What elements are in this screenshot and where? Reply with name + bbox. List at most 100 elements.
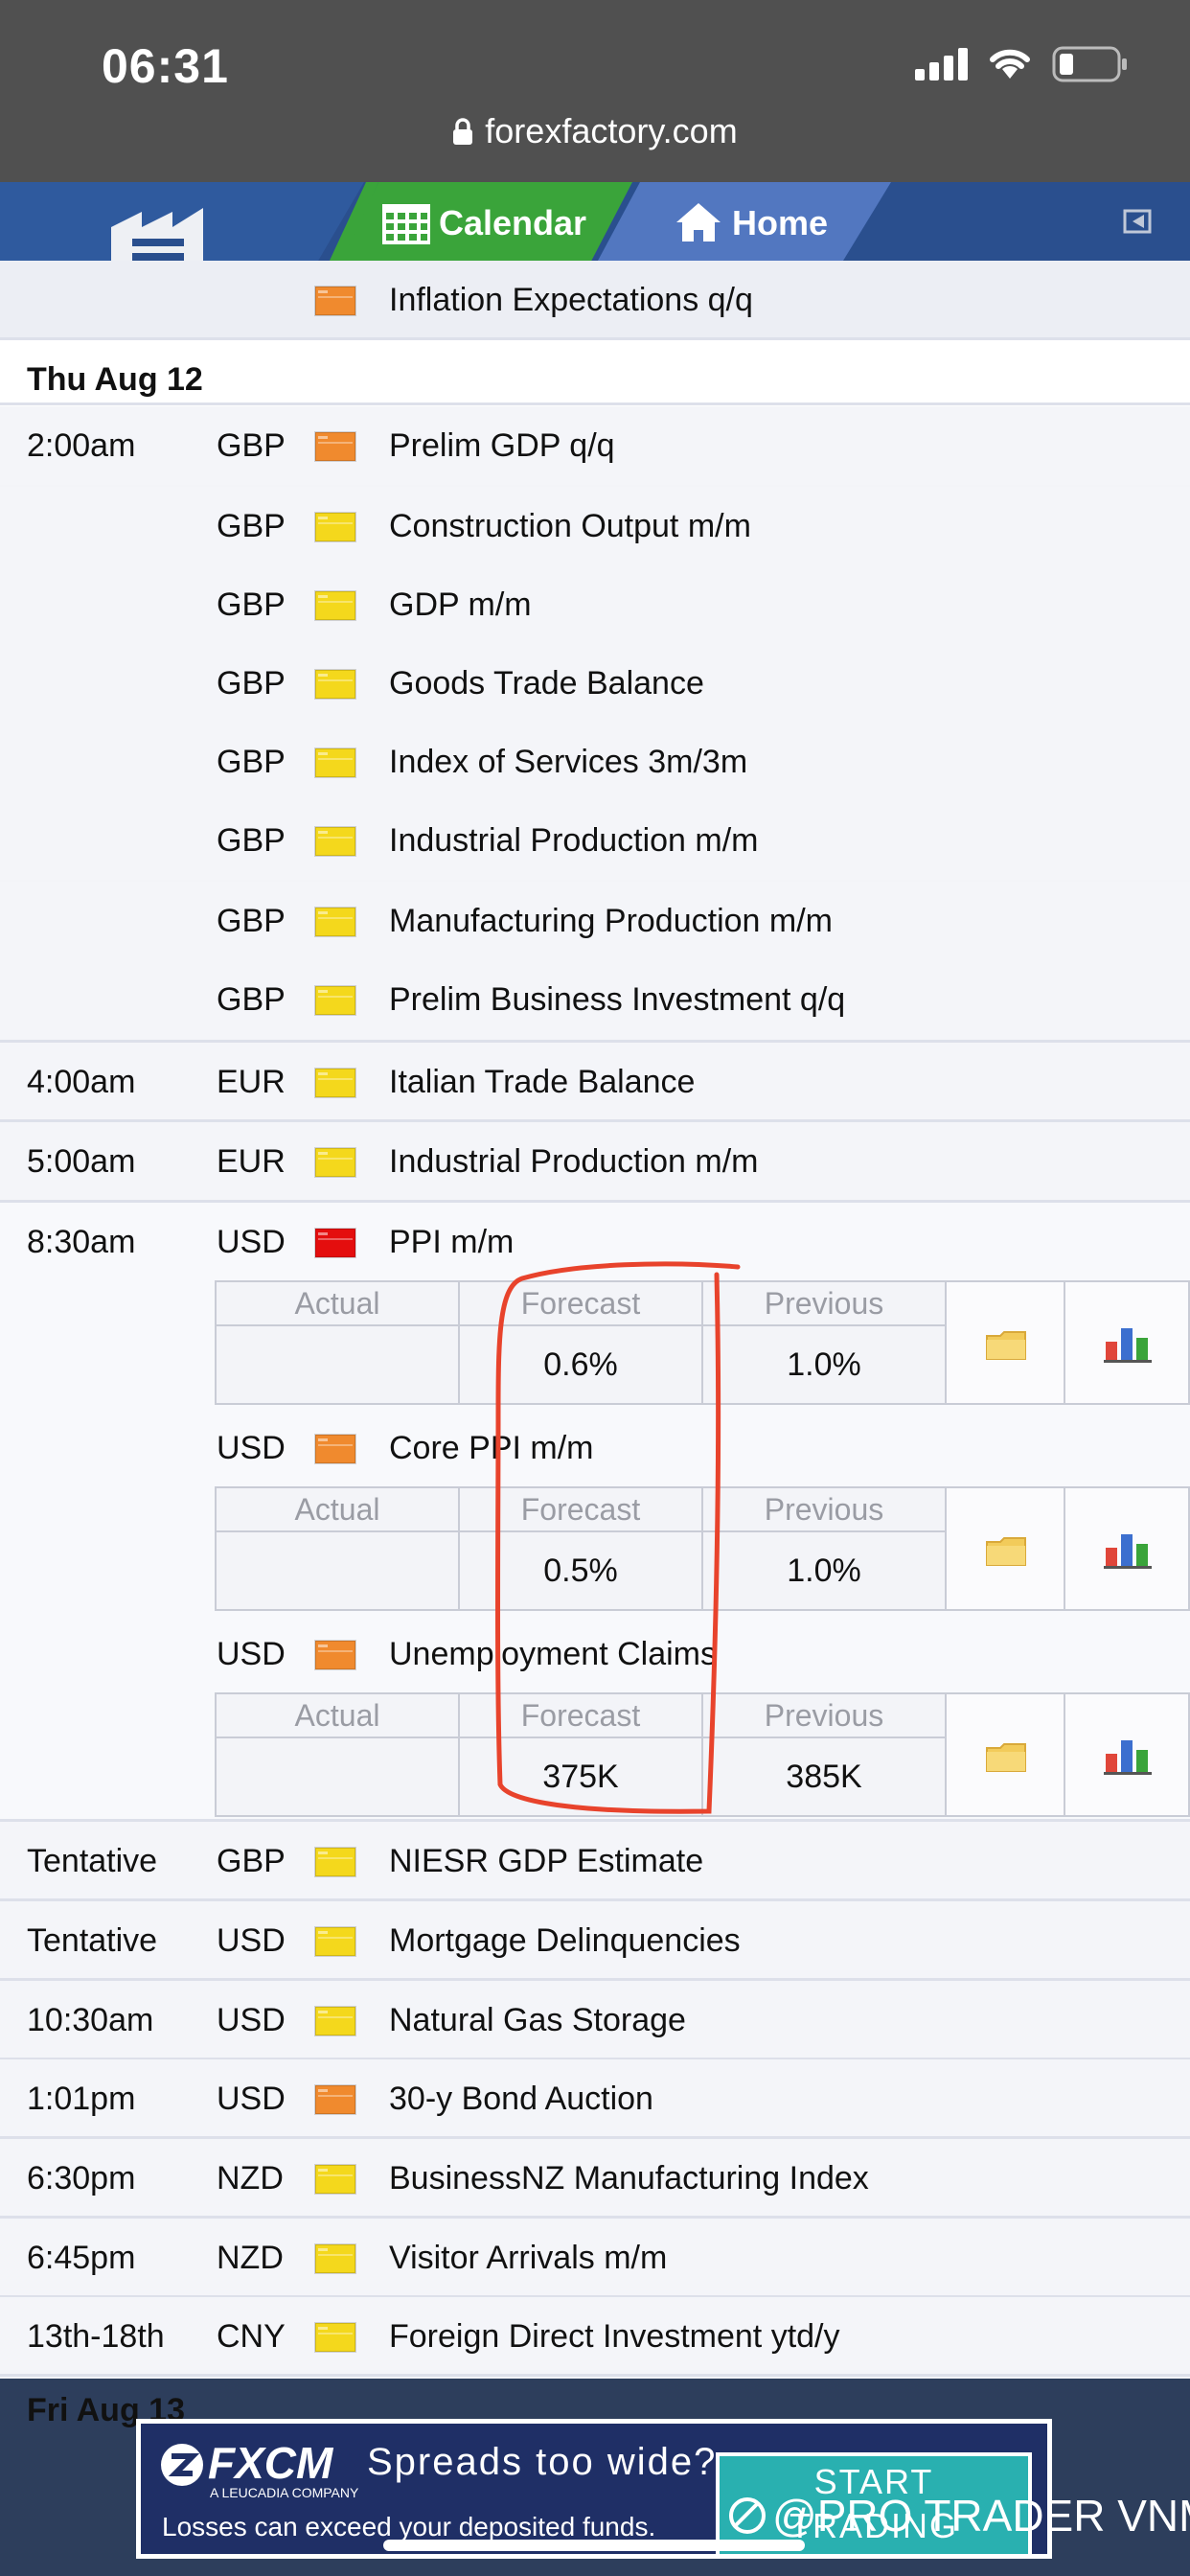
event-time: 6:45pm <box>27 2240 136 2276</box>
event-title[interactable]: Italian Trade Balance <box>389 1064 696 1100</box>
impact-folder-icon[interactable] <box>314 2322 356 2353</box>
tab-calendar[interactable]: Calendar <box>366 184 625 268</box>
forecast-header: Forecast <box>458 1692 703 1738</box>
calendar-row[interactable]: GBP GDP m/m <box>0 565 1190 644</box>
impact-folder-icon[interactable] <box>314 1228 356 1258</box>
impact-folder-icon[interactable] <box>314 2243 356 2274</box>
impact-folder-icon[interactable] <box>314 907 356 937</box>
impact-folder-icon[interactable] <box>314 1640 356 1670</box>
impact-folder-icon[interactable] <box>314 1434 356 1464</box>
calendar-row[interactable]: 5:00am EUR Industrial Production m/m <box>0 1122 1190 1201</box>
calendar-row[interactable]: Inflation Expectations q/q <box>0 261 1190 339</box>
exit-icon[interactable] <box>1123 207 1156 236</box>
calendar-row[interactable]: 13th-18th CNY Foreign Direct Investment yt… <box>0 2297 1190 2376</box>
impact-folder-icon[interactable] <box>314 431 356 462</box>
home-indicator <box>383 2540 805 2551</box>
calendar-row[interactable]: GBP Industrial Production m/m <box>0 801 1190 880</box>
event-detail-table: Actual Forecast 0.5% Previous 1.0% <box>215 1486 1190 1611</box>
event-title[interactable]: 30-y Bond Auction <box>389 2081 653 2117</box>
event-title[interactable]: Industrial Production m/m <box>389 1143 759 1180</box>
folder-icon <box>986 1537 1026 1566</box>
currency-code: USD <box>217 1430 286 1466</box>
row-divider <box>0 402 1190 405</box>
event-title[interactable]: Construction Output m/m <box>389 508 751 544</box>
impact-folder-icon[interactable] <box>314 2164 356 2195</box>
impact-folder-icon[interactable] <box>314 286 356 316</box>
calendar-row[interactable]: 6:30pm NZD BusinessNZ Manufacturing Index <box>0 2139 1190 2218</box>
impact-folder-icon[interactable] <box>314 985 356 1016</box>
event-title[interactable]: BusinessNZ Manufacturing Index <box>389 2160 869 2196</box>
calendar-row[interactable]: 6:45pm NZD Visitor Arrivals m/m <box>0 2219 1190 2297</box>
event-title[interactable]: Prelim Business Investment q/q <box>389 981 846 1018</box>
event-title[interactable]: Core PPI m/m <box>389 1430 594 1466</box>
tab-home[interactable]: Home <box>613 184 891 268</box>
forecast-header: Forecast <box>458 1486 703 1532</box>
wifi-icon <box>990 49 1030 79</box>
event-title[interactable]: Goods Trade Balance <box>389 665 704 702</box>
impact-folder-icon[interactable] <box>314 748 356 778</box>
event-details-button[interactable] <box>945 1486 1065 1611</box>
calendar-row[interactable]: Tentative USD Mortgage Delinquencies <box>0 1901 1190 1980</box>
status-time: 06:31 <box>102 39 229 93</box>
event-history-chart-button[interactable] <box>1064 1692 1190 1817</box>
event-title[interactable]: Natural Gas Storage <box>389 2002 686 2038</box>
currency-code: GBP <box>217 981 286 1018</box>
impact-folder-icon[interactable] <box>314 512 356 542</box>
impact-folder-icon[interactable] <box>314 590 356 621</box>
event-title[interactable]: Manufacturing Production m/m <box>389 903 833 939</box>
event-title[interactable]: Prelim GDP q/q <box>389 427 615 464</box>
row-divider <box>0 2136 1190 2139</box>
event-title[interactable]: PPI m/m <box>389 1224 515 1260</box>
calendar-row[interactable]: Tentative GBP NIESR GDP Estimate <box>0 1822 1190 1900</box>
event-history-chart-button[interactable] <box>1064 1486 1190 1611</box>
calendar-row[interactable]: 1:01pm USD 30-y Bond Auction <box>0 2059 1190 2138</box>
calendar-row[interactable]: USD Unemployment Claims <box>0 1615 1190 1693</box>
event-title[interactable]: Mortgage Delinquencies <box>389 1922 741 1959</box>
row-divider <box>0 337 1190 340</box>
event-title[interactable]: GDP m/m <box>389 586 532 623</box>
calendar-row[interactable]: GBP Goods Trade Balance <box>0 644 1190 723</box>
cell-signal-icon <box>915 48 968 80</box>
fxcm-ad[interactable]: FXCM A LEUCADIA COMPANY Spreads too wide… <box>136 2419 1052 2559</box>
calendar-row[interactable]: USD Core PPI m/m <box>0 1409 1190 1487</box>
url-text: forexfactory.com <box>485 111 738 150</box>
impact-folder-icon[interactable] <box>314 669 356 700</box>
actual-header: Actual <box>215 1486 460 1532</box>
impact-folder-icon[interactable] <box>314 1068 356 1098</box>
event-title[interactable]: Foreign Direct Investment ytd/y <box>389 2318 840 2355</box>
event-title[interactable]: Unemployment Claims <box>389 1636 717 1672</box>
impact-folder-icon[interactable] <box>314 1926 356 1957</box>
calendar-row[interactable]: 4:00am EUR Italian Trade Balance <box>0 1043 1190 1121</box>
calendar-row[interactable]: GBP Prelim Business Investment q/q <box>0 960 1190 1039</box>
calendar-row[interactable]: GBP Index of Services 3m/3m <box>0 723 1190 801</box>
event-time: 2:00am <box>27 427 136 464</box>
impact-folder-icon[interactable] <box>314 1147 356 1178</box>
calendar-row[interactable]: 8:30am USD PPI m/m <box>0 1203 1190 1281</box>
calendar-row[interactable]: GBP Construction Output m/m <box>0 487 1190 565</box>
battery-icon <box>1052 46 1127 82</box>
impact-folder-icon[interactable] <box>314 2084 356 2115</box>
calendar-row[interactable]: 10:30am USD Natural Gas Storage <box>0 1981 1190 2059</box>
event-history-chart-button[interactable] <box>1064 1280 1190 1405</box>
calendar-row[interactable]: GBP Manufacturing Production m/m <box>0 882 1190 960</box>
lock-icon <box>453 118 473 145</box>
impact-folder-icon[interactable] <box>314 1847 356 1877</box>
previous-value: 1.0% <box>701 1324 947 1405</box>
impact-folder-icon[interactable] <box>314 826 356 857</box>
ad-risk-warning: Losses can exceed your deposited funds. <box>162 2512 656 2542</box>
event-title[interactable]: Visitor Arrivals m/m <box>389 2240 668 2276</box>
event-title[interactable]: Index of Services 3m/3m <box>389 744 748 780</box>
event-title[interactable]: Industrial Production m/m <box>389 822 759 859</box>
event-title[interactable]: NIESR GDP Estimate <box>389 1843 704 1879</box>
event-details-button[interactable] <box>945 1280 1065 1405</box>
currency-code: GBP <box>217 1843 286 1879</box>
address-bar[interactable]: forexfactory.com <box>0 111 1190 151</box>
event-title[interactable]: Inflation Expectations q/q <box>389 282 753 318</box>
watermark-text: @PRO TRADER VNM <box>772 2491 1190 2541</box>
forecast-value: 0.5% <box>458 1530 703 1611</box>
forecast-value: 375K <box>458 1736 703 1817</box>
event-details-button[interactable] <box>945 1692 1065 1817</box>
calendar-row[interactable]: 2:00am GBP Prelim GDP q/q <box>0 406 1190 485</box>
impact-folder-icon[interactable] <box>314 2006 356 2036</box>
row-divider <box>0 2216 1190 2219</box>
